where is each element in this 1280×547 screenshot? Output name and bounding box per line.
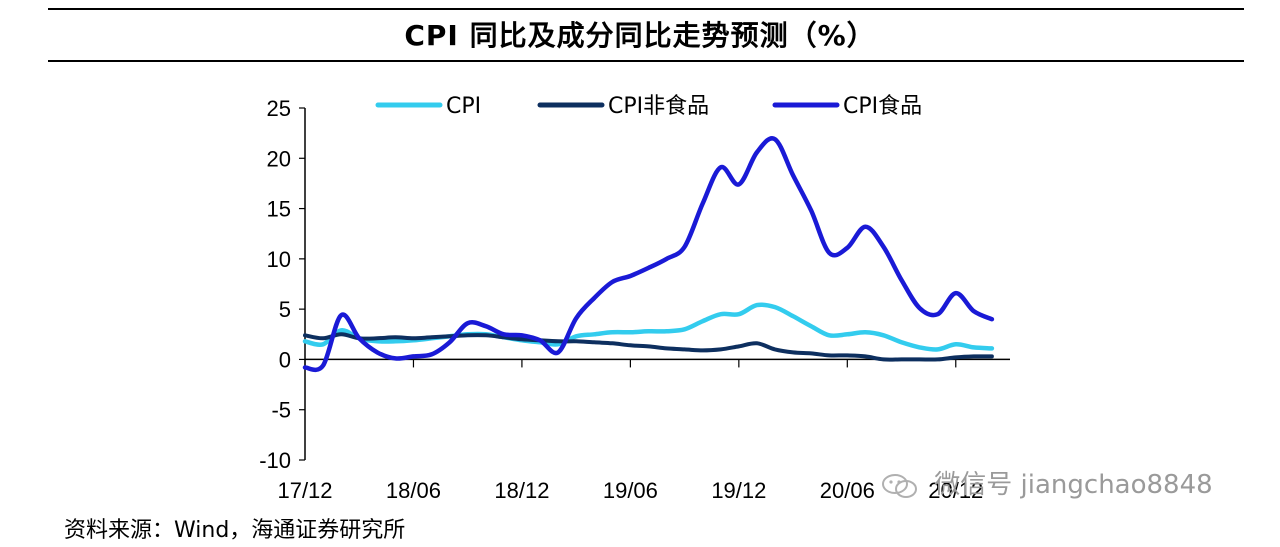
y-tick-label: -10 [259, 448, 291, 473]
x-tick-label: 19/06 [603, 478, 658, 503]
x-tick-label: 18/12 [494, 478, 549, 503]
watermark-text: 微信号 jiangchao8848 [934, 470, 1213, 500]
x-tick-label: 20/12 [928, 478, 983, 503]
x-tick-label: 19/12 [711, 478, 766, 503]
y-tick-label: 20 [267, 146, 291, 171]
y-tick-label: 15 [267, 197, 291, 222]
x-tick-label: 18/06 [386, 478, 441, 503]
y-tick-label: 5 [279, 297, 291, 322]
legend-label-1: CPI [446, 94, 481, 119]
wechat-icon [882, 473, 917, 498]
source-note: 资料来源：Wind，海通证券研究所 [64, 518, 406, 543]
watermark: 微信号 jiangchao8848 [880, 464, 1213, 501]
series-line-3 [302, 136, 995, 373]
legend-label-3: CPI食品 [843, 94, 922, 119]
x-tick-label: 20/06 [820, 478, 875, 503]
x-tick-label: 17/12 [277, 478, 332, 503]
top-rule [48, 8, 1244, 10]
legend: CPI CPI非食品 CPI食品 [375, 94, 922, 119]
series-line-1 [302, 302, 995, 352]
y-axis-ticks: 25 20 15 10 5 0 -5 -10 [259, 96, 305, 473]
series-line-2 [303, 332, 994, 362]
y-tick-label: 25 [267, 96, 291, 121]
legend-label-2: CPI非食品 [608, 94, 709, 119]
title-rule [48, 60, 1244, 62]
y-tick-label: 0 [279, 347, 291, 372]
series-layer [302, 136, 995, 373]
x-axis-ticks: 17/12 18/06 18/12 19/06 19/12 20/06 20/12 [277, 359, 983, 503]
y-tick-label: -5 [271, 398, 291, 423]
y-tick-label: 10 [267, 247, 291, 272]
chart-title: CPI 同比及成分同比走势预测（%） [404, 19, 876, 52]
